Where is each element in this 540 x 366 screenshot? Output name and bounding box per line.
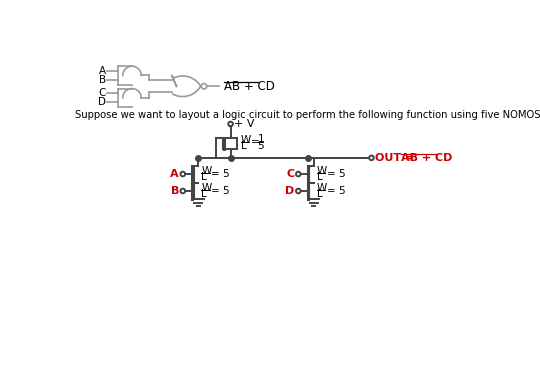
Text: D: D [285, 186, 294, 196]
Text: C: C [286, 169, 294, 179]
Text: 5: 5 [258, 141, 264, 151]
Text: W: W [201, 183, 212, 193]
Text: Suppose we want to layout a logic circuit to perform the following function usin: Suppose we want to layout a logic circui… [75, 110, 540, 120]
Text: L: L [201, 189, 207, 199]
Text: L: L [201, 172, 207, 182]
Text: AB + CD: AB + CD [224, 80, 274, 93]
Text: L: L [317, 172, 322, 182]
Text: C: C [98, 88, 106, 98]
Text: W: W [201, 166, 212, 176]
Text: L: L [317, 189, 322, 199]
Text: + V: + V [234, 119, 255, 129]
Text: B: B [99, 75, 106, 85]
Text: =: = [251, 137, 259, 147]
Text: B: B [171, 186, 179, 196]
Text: 1: 1 [258, 134, 264, 145]
Text: = 5: = 5 [211, 169, 230, 179]
Text: W: W [240, 135, 251, 145]
Text: OUT =: OUT = [375, 153, 418, 163]
Text: A: A [99, 66, 106, 76]
Text: D: D [98, 97, 106, 108]
Text: = 5: = 5 [327, 186, 346, 195]
Text: AB + CD: AB + CD [401, 153, 452, 163]
Text: W: W [317, 183, 327, 193]
Text: A: A [170, 169, 179, 179]
Text: = 5: = 5 [327, 169, 346, 179]
Text: W: W [317, 166, 327, 176]
Text: L: L [240, 141, 246, 151]
Text: = 5: = 5 [211, 186, 230, 195]
